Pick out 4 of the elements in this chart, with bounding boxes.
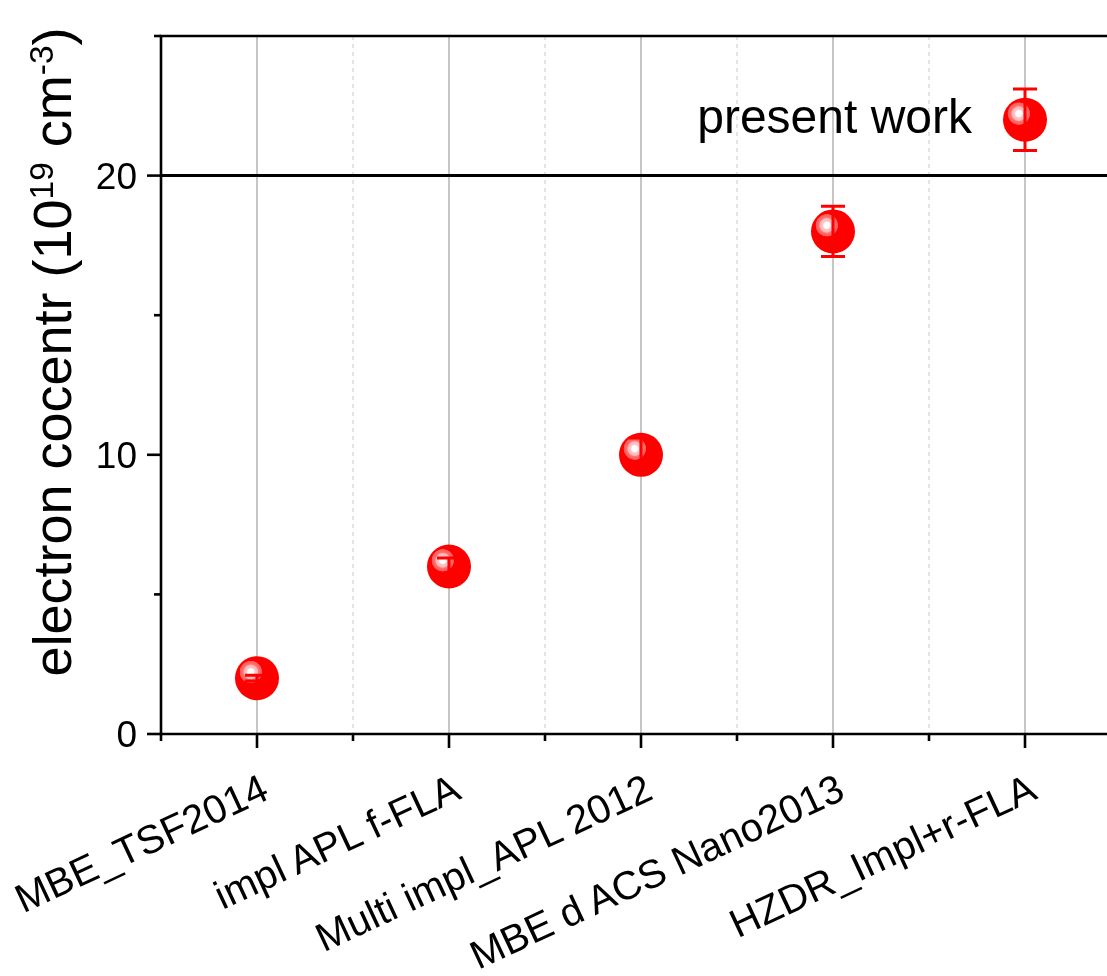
y-tick-label: 0 — [116, 714, 137, 756]
y-tick-label: 10 — [95, 435, 137, 477]
annotation: present work — [697, 89, 973, 143]
y-tick-label: 20 — [95, 155, 137, 197]
